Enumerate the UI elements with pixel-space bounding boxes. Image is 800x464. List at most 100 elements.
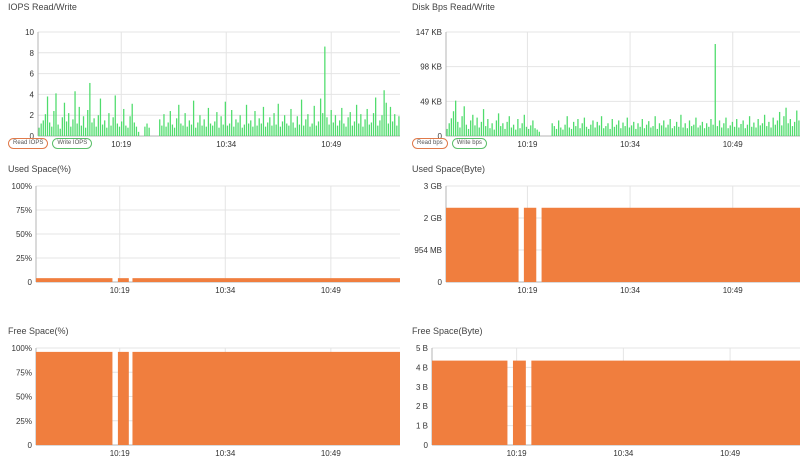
bar	[736, 119, 738, 136]
panel-title: Disk Bps Read/Write	[412, 2, 495, 12]
y-tick-label: 98 KB	[420, 63, 442, 72]
bar	[106, 127, 108, 136]
bar	[510, 127, 513, 136]
bar	[768, 121, 770, 136]
bar	[763, 114, 766, 136]
bar	[592, 120, 594, 136]
bar	[740, 123, 742, 136]
panel-used-pct: Used Space(%) 0 25% 50% 75% 100% 10:19 10:34 10…	[8, 164, 400, 304]
area-segment	[36, 351, 113, 445]
bar	[723, 123, 725, 136]
bar	[250, 120, 252, 136]
bar	[712, 124, 714, 136]
bar	[727, 128, 729, 136]
bar	[759, 125, 761, 136]
bar	[381, 115, 383, 136]
bar	[137, 131, 140, 136]
legend: Read bps Write bps	[412, 138, 487, 149]
bar	[573, 121, 575, 136]
bar	[186, 126, 188, 136]
bar	[334, 115, 337, 136]
bar	[349, 112, 351, 136]
y-tick-label: 25%	[16, 254, 32, 263]
bar	[290, 108, 292, 136]
bar	[237, 122, 239, 136]
bar	[347, 117, 349, 136]
bar	[49, 122, 51, 136]
bar	[294, 127, 296, 136]
bar	[733, 126, 736, 136]
bar	[609, 128, 611, 136]
bar	[450, 118, 453, 136]
bar	[195, 127, 197, 136]
bar	[144, 126, 146, 136]
bar	[757, 119, 759, 136]
bar	[650, 127, 652, 136]
bar	[603, 128, 605, 136]
bar	[199, 115, 201, 136]
bar	[99, 98, 102, 136]
bar	[260, 123, 262, 136]
x-tick-label: 10:19	[507, 449, 528, 458]
bar	[262, 106, 265, 136]
y-tick-label: 25%	[16, 417, 32, 426]
y-tick-label: 0	[30, 132, 35, 141]
bar	[517, 119, 519, 136]
legend-read-bps[interactable]: Read bps	[412, 138, 448, 149]
legend-write-iops[interactable]: Write IOPS	[52, 138, 93, 149]
bar	[721, 127, 723, 136]
bar	[731, 121, 734, 136]
y-tick-label: 0	[424, 441, 429, 450]
panel-title: Used Space(%)	[8, 164, 72, 174]
bar	[127, 127, 129, 136]
bar	[686, 128, 689, 136]
bar	[197, 122, 199, 136]
bar	[708, 126, 710, 136]
bar	[645, 124, 648, 136]
bar	[527, 128, 530, 136]
x-tick-label: 10:34	[215, 449, 236, 458]
bar	[470, 120, 472, 136]
bar	[375, 97, 377, 136]
bar	[519, 128, 521, 136]
y-tick-label: 3 GB	[424, 182, 442, 191]
bar	[525, 126, 528, 136]
bar	[112, 117, 114, 136]
y-tick-label: 10	[25, 28, 34, 37]
bar	[360, 114, 362, 136]
bar	[319, 98, 322, 136]
bar	[532, 120, 534, 136]
bar	[667, 124, 669, 136]
legend-write-bps[interactable]: Write bps	[451, 138, 487, 149]
area-segment	[523, 207, 537, 282]
bar	[298, 124, 301, 136]
bar	[97, 115, 99, 136]
bar	[269, 117, 271, 136]
bar	[605, 126, 607, 136]
bar	[491, 123, 493, 136]
bar	[452, 111, 455, 136]
x-tick-label: 10:49	[321, 140, 342, 149]
bar	[72, 119, 74, 136]
bar	[618, 120, 620, 136]
legend-read-iops[interactable]: Read IOPS	[8, 138, 49, 149]
bar	[474, 125, 476, 136]
bar	[129, 116, 131, 136]
bar	[101, 124, 104, 136]
bar	[512, 124, 515, 136]
bar	[326, 117, 328, 136]
bar	[665, 127, 667, 136]
bar	[699, 125, 701, 136]
bar	[568, 127, 571, 136]
bar	[159, 119, 161, 136]
bar	[691, 126, 693, 136]
bar	[368, 124, 370, 136]
bar	[796, 110, 798, 136]
bar	[131, 103, 133, 136]
bar	[637, 123, 639, 136]
bar	[192, 100, 195, 136]
panel-title: IOPS Read/Write	[8, 2, 77, 12]
bar	[307, 114, 309, 136]
bar	[620, 128, 622, 136]
bar	[626, 117, 628, 136]
